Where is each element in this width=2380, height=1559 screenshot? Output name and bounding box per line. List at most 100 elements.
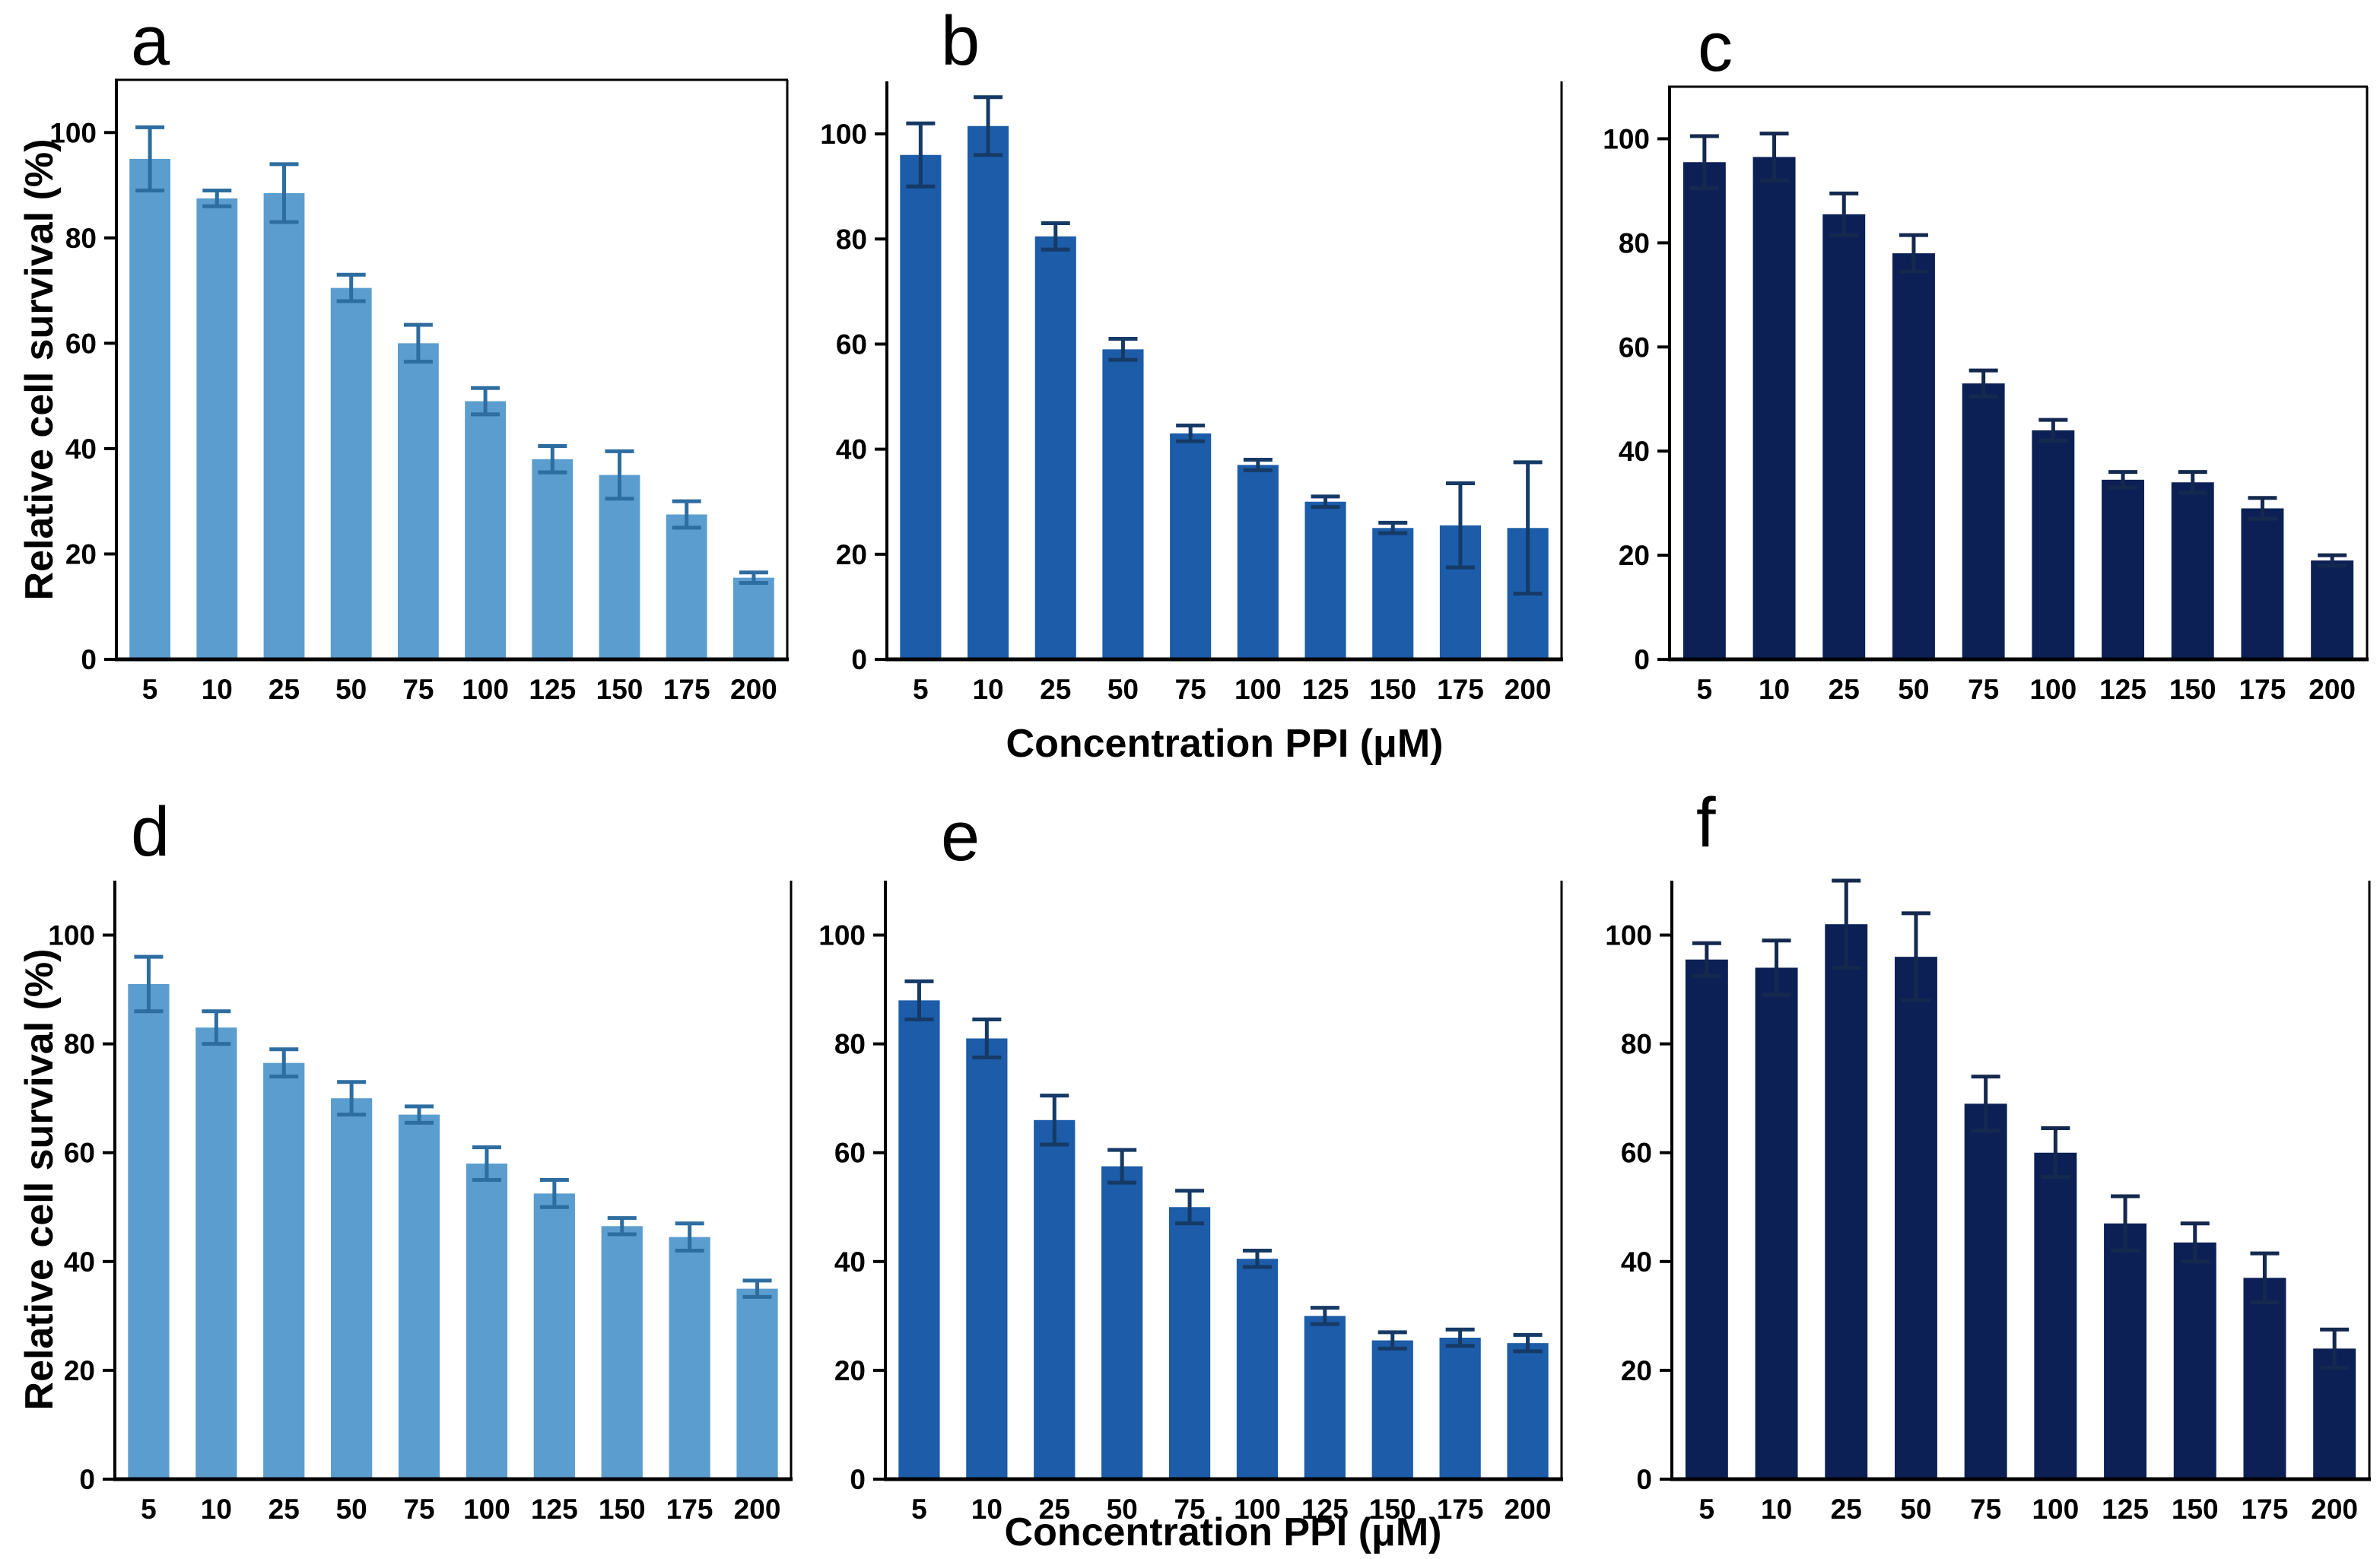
error-bar-10 xyxy=(202,1009,231,1046)
error-bar-150 xyxy=(605,449,634,501)
chart-panel-e: 0 20 40 60 80 100 5 10 25 50 75 100 125 150 175 200 xyxy=(818,881,1563,1525)
x-category-label: 200 xyxy=(1505,1494,1552,1525)
bar-175 xyxy=(2243,1278,2286,1479)
panel-letter-f: f xyxy=(1696,784,1716,862)
y-axis-title-row1: Relative cell survival (%) xyxy=(17,138,62,601)
y-tick-label: 20 xyxy=(65,538,97,570)
bar-200 xyxy=(736,1288,778,1479)
x-category-label: 50 xyxy=(1898,674,1929,705)
panel-letter-a: a xyxy=(131,2,170,80)
x-category-label: 75 xyxy=(1174,1494,1205,1525)
x-category-label: 125 xyxy=(1301,1494,1349,1525)
error-bar-175 xyxy=(672,499,701,530)
chart-panel-d: 0 20 40 60 80 100 5 10 25 50 75 100 125 150 175 200 xyxy=(48,881,793,1525)
error-bar-5 xyxy=(1692,941,1721,978)
error-bar-5 xyxy=(134,954,164,1014)
bar-10 xyxy=(966,1038,1008,1479)
y-tick-label: 0 xyxy=(1636,1464,1652,1495)
error-bar-25 xyxy=(1829,191,1859,237)
y-tick-label: 20 xyxy=(1619,540,1650,571)
y-tick-label: 20 xyxy=(64,1355,95,1386)
error-bar-50 xyxy=(1107,1148,1137,1185)
error-bar-5 xyxy=(904,979,934,1021)
x-category-label: 10 xyxy=(202,674,233,705)
bar-50 xyxy=(1101,1166,1143,1479)
error-bar-10 xyxy=(202,188,232,208)
error-bar-50 xyxy=(1899,233,1928,274)
chart-panel-b: 0 20 40 60 80 100 5 10 25 50 75 100 125 150 175 200 xyxy=(820,81,1563,705)
y-tick-label: 0 xyxy=(81,644,97,675)
bar-100 xyxy=(2032,430,2075,659)
y-tick-label: 60 xyxy=(836,329,867,360)
error-bar-125 xyxy=(1310,1306,1339,1326)
y-tick-label: 100 xyxy=(1605,920,1652,951)
x-category-label: 175 xyxy=(663,674,710,705)
error-bar-10 xyxy=(1762,938,1791,997)
x-category-label: 75 xyxy=(402,674,434,705)
bar-125 xyxy=(533,1193,575,1479)
bar-10 xyxy=(1755,967,1798,1479)
x-category-label: 75 xyxy=(1175,674,1206,705)
y-tick-label: 60 xyxy=(834,1138,866,1169)
error-bar-200 xyxy=(2320,1327,2350,1370)
y-tick-label: 40 xyxy=(1619,436,1650,467)
bar-5 xyxy=(129,158,171,660)
error-bar-175 xyxy=(1445,481,1475,570)
error-bar-50 xyxy=(337,1080,367,1117)
x-category-label: 25 xyxy=(269,674,300,705)
error-bar-100 xyxy=(1243,457,1273,472)
error-bar-75 xyxy=(1175,1189,1205,1226)
y-tick-label: 80 xyxy=(836,224,867,255)
bar-25 xyxy=(263,192,305,659)
x-category-label: 125 xyxy=(2099,674,2146,705)
x-category-label: 75 xyxy=(1968,674,1999,705)
bar-5 xyxy=(1685,959,1728,1479)
error-bar-125 xyxy=(539,1178,569,1209)
bar-50 xyxy=(1892,253,1935,659)
error-bar-10 xyxy=(974,95,1003,157)
y-tick-label: 40 xyxy=(64,1246,95,1278)
bar-175 xyxy=(666,514,707,659)
bar-200 xyxy=(1507,1343,1549,1479)
x-axis-title-row2: Concentration PPI (μM) xyxy=(1004,1510,1442,1554)
x-category-label: 50 xyxy=(1107,1494,1138,1525)
panel-letter-d: d xyxy=(131,793,170,871)
bar-5 xyxy=(1683,162,1726,659)
chart-panel-c: 0 20 40 60 80 100 5 10 25 50 75 100 125 150 175 200 xyxy=(1603,85,2369,705)
bar-5 xyxy=(898,1000,940,1479)
bar-150 xyxy=(1372,528,1414,659)
y-tick-label: 60 xyxy=(1619,332,1650,363)
error-bar-50 xyxy=(336,272,366,303)
error-bar-150 xyxy=(607,1216,637,1237)
error-bar-200 xyxy=(742,1278,772,1299)
y-tick-label: 80 xyxy=(834,1029,866,1060)
x-category-label: 5 xyxy=(913,674,929,705)
bar-150 xyxy=(2171,482,2214,659)
y-tick-label: 40 xyxy=(834,1246,866,1278)
x-category-label: 175 xyxy=(2242,1494,2289,1525)
bar-50 xyxy=(331,1098,373,1479)
bar-100 xyxy=(465,401,507,659)
bar-25 xyxy=(1034,1119,1076,1479)
bar-75 xyxy=(1168,1207,1211,1479)
bar-50 xyxy=(1102,349,1144,659)
x-category-label: 150 xyxy=(1369,674,1416,705)
bar-200 xyxy=(732,577,774,659)
bar-75 xyxy=(1962,383,2005,659)
bar-125 xyxy=(1304,1316,1346,1479)
x-category-label: 5 xyxy=(142,674,158,705)
error-bar-125 xyxy=(1311,494,1340,510)
x-category-label: 100 xyxy=(1234,1494,1281,1525)
y-tick-label: 60 xyxy=(64,1138,95,1169)
bar-175 xyxy=(669,1237,710,1479)
error-bar-200 xyxy=(2318,553,2347,568)
y-tick-label: 80 xyxy=(65,223,97,254)
error-bar-125 xyxy=(538,443,567,475)
bar-10 xyxy=(195,1027,237,1479)
bar-150 xyxy=(601,1226,643,1479)
y-tick-label: 20 xyxy=(834,1355,866,1386)
x-category-label: 10 xyxy=(971,1494,1003,1525)
error-bar-125 xyxy=(2108,470,2138,490)
bar-100 xyxy=(2034,1152,2077,1479)
x-category-label: 200 xyxy=(2311,1494,2358,1525)
